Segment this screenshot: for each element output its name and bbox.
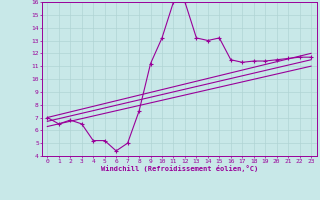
X-axis label: Windchill (Refroidissement éolien,°C): Windchill (Refroidissement éolien,°C): [100, 165, 258, 172]
